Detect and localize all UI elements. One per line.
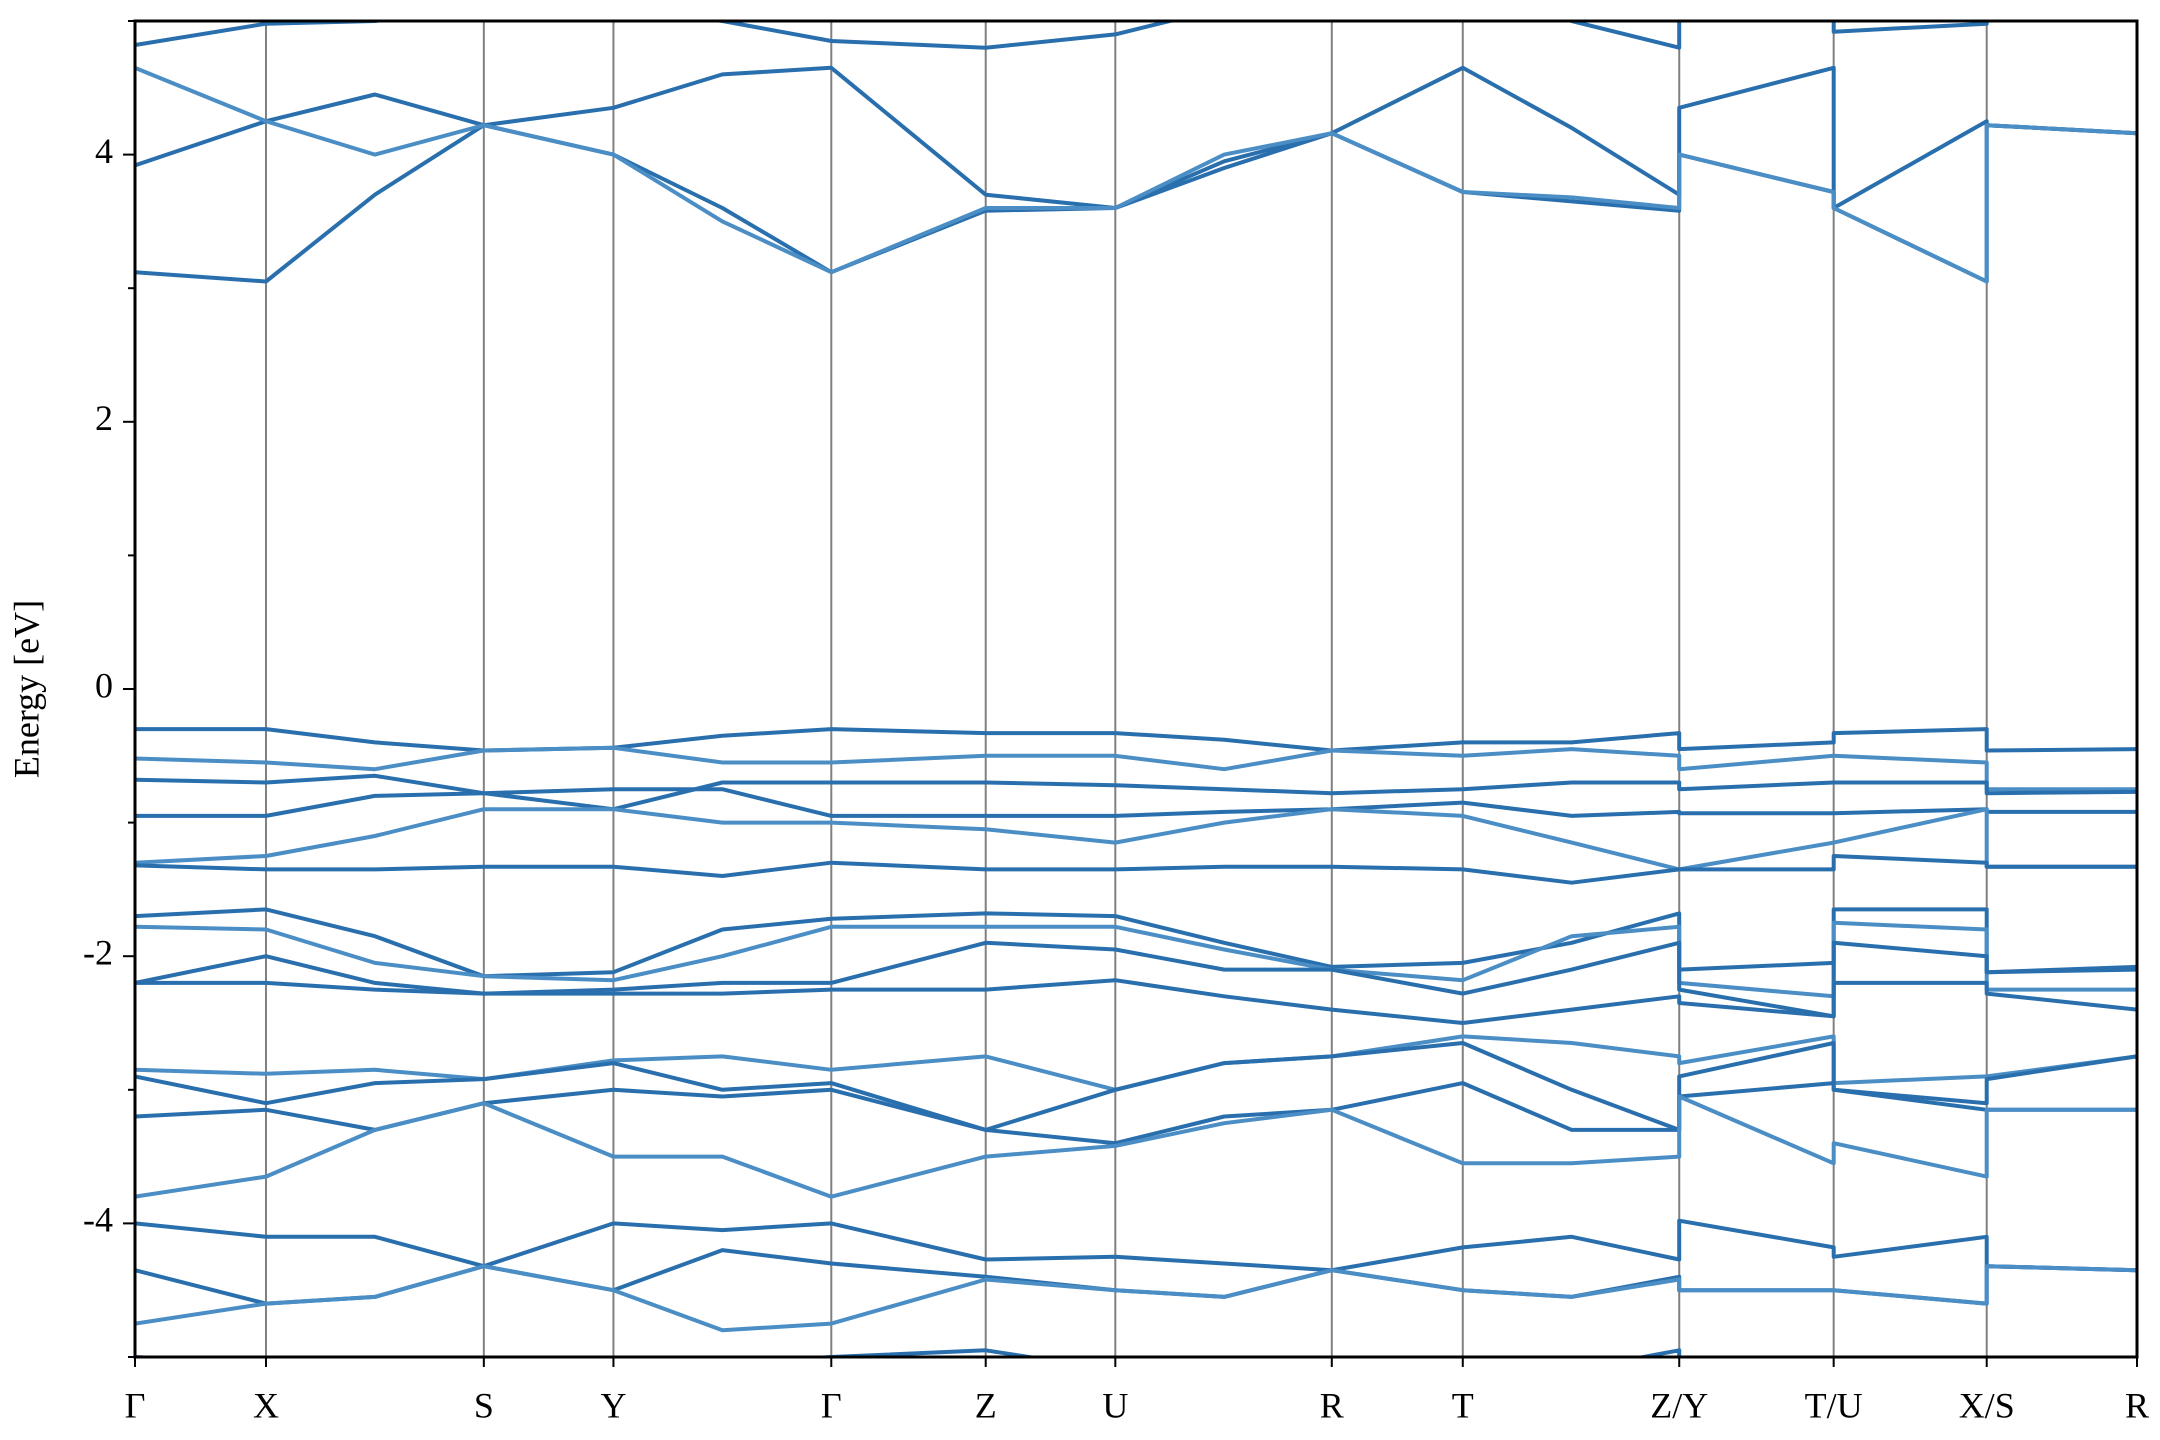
band-line <box>135 940 2137 1019</box>
x-tick-label: Z/Y <box>1650 1385 1708 1425</box>
y-tick-label: 2 <box>95 398 113 438</box>
x-tick-label: Y <box>600 1385 626 1425</box>
band-line <box>135 1094 2137 1199</box>
y-tick-label: 4 <box>95 131 113 171</box>
x-tick-label: Γ <box>125 1385 146 1425</box>
band-line <box>135 727 2137 753</box>
band-line <box>135 920 2137 999</box>
x-tick-label: Γ <box>821 1385 842 1425</box>
band-line <box>135 787 2137 818</box>
y-tick-label: -4 <box>83 1200 113 1240</box>
grid <box>134 21 2138 1357</box>
y-tick-label: -2 <box>83 932 113 972</box>
band-line <box>135 1348 1682 1357</box>
band-line <box>135 978 2137 1025</box>
band-line <box>135 65 2137 284</box>
band-line <box>135 1264 2137 1333</box>
band-line <box>135 1218 2137 1273</box>
x-tick-label: T <box>1452 1385 1474 1425</box>
band-line <box>135 123 2137 284</box>
y-axis-label: Energy [eV] <box>6 600 46 778</box>
x-tick-label: X <box>253 1385 279 1425</box>
band-line <box>135 745 2137 792</box>
x-tick-label: T/U <box>1805 1385 1863 1425</box>
band-line <box>135 65 2137 210</box>
band-line <box>135 807 2137 872</box>
plot-frame <box>133 19 2139 1359</box>
x-tick-label: Z <box>975 1385 997 1425</box>
x-tick-label: S <box>474 1385 494 1425</box>
y-tick-label: 0 <box>95 665 113 705</box>
x-tick-label: R <box>1320 1385 1344 1425</box>
x-tick-label: R <box>2125 1385 2149 1425</box>
band-line <box>135 21 1989 50</box>
band-line <box>135 854 2137 885</box>
x-tick-label: X/S <box>1959 1385 2015 1425</box>
bands <box>135 21 2137 1357</box>
axes: Γ X S Y Γ Z U R T Z/Y T/U X/S R -4 -2 0 2 4 <box>83 19 2149 1425</box>
x-tick-label: U <box>1102 1385 1128 1425</box>
